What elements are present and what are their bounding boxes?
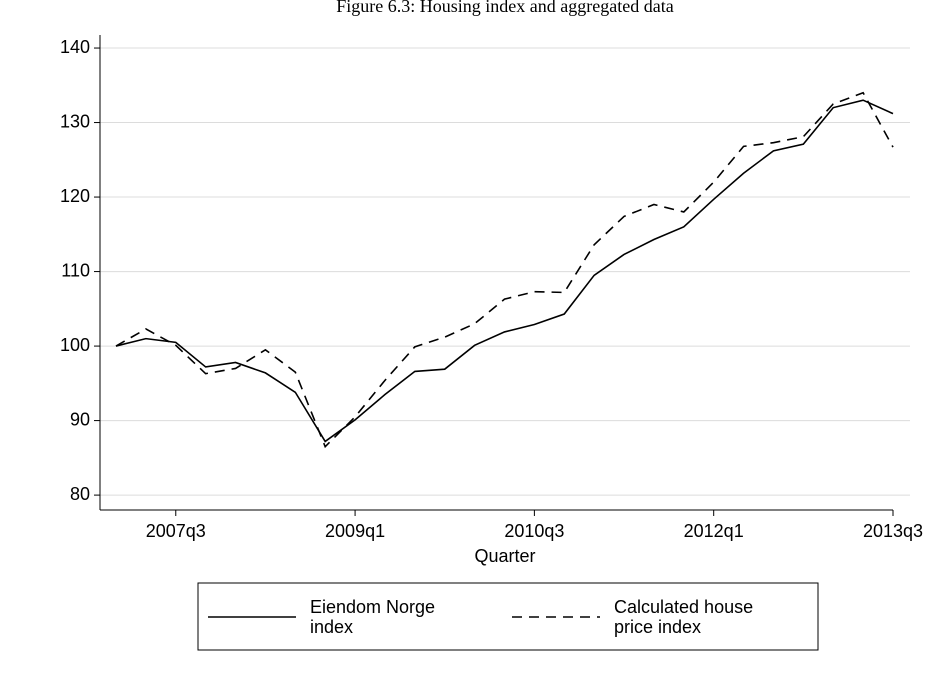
y-tick-label: 120 xyxy=(60,186,90,206)
x-tick-label: 2012q1 xyxy=(684,521,744,541)
y-tick-label: 80 xyxy=(70,484,90,504)
legend-label: Calculated house price index xyxy=(614,597,754,637)
y-tick-label: 130 xyxy=(60,111,90,131)
chart-title: Figure 6.3: Housing index and aggregated… xyxy=(336,0,673,16)
y-tick-label: 110 xyxy=(61,260,90,280)
y-tick-label: 90 xyxy=(70,409,90,429)
x-axis-title: Quarter xyxy=(474,546,535,566)
x-tick-label: 2009q1 xyxy=(325,521,385,541)
y-tick-label: 140 xyxy=(60,37,90,57)
x-tick-label: 2013q3 xyxy=(863,521,923,541)
legend-label: Eiendom Norge index xyxy=(310,597,436,637)
series-line xyxy=(115,91,894,449)
y-tick-label: 100 xyxy=(60,335,90,355)
x-tick-label: 2010q3 xyxy=(504,521,564,541)
series-line xyxy=(115,99,894,443)
x-tick-label: 2007q3 xyxy=(146,521,206,541)
legend-box xyxy=(197,582,819,651)
